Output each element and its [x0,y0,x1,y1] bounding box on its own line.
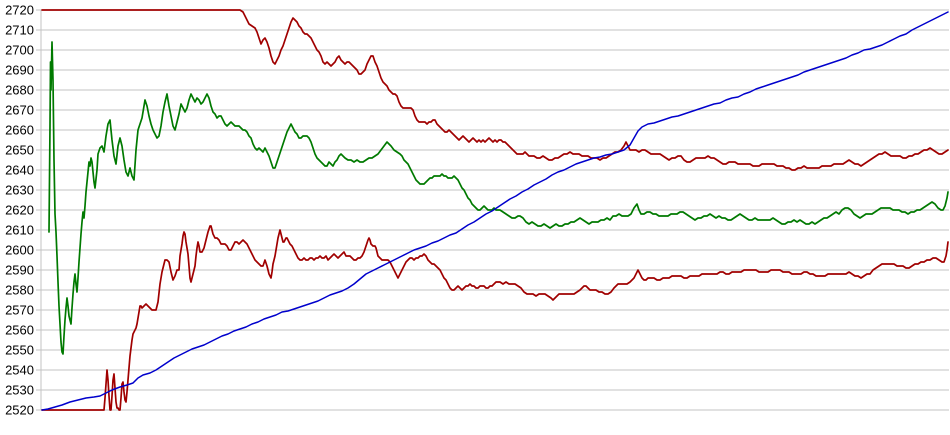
y-axis-label: 2550 [5,343,34,358]
series-upper-red-line [41,9,949,171]
y-axis-label: 2590 [5,263,34,278]
series-lower-red-line [41,225,949,411]
gridlines [41,9,949,411]
y-axis-label: 2700 [5,43,34,58]
y-axis-label: 2680 [5,83,34,98]
y-axis-label: 2720 [5,3,34,18]
y-axis-labels: 2720 2710 2700 2690 2680 2670 2660 2650 2640 2630… [5,3,34,418]
y-axis [36,9,42,411]
y-axis-label: 2630 [5,183,34,198]
y-axis-label: 2570 [5,303,34,318]
y-axis-label: 2610 [5,223,34,238]
y-axis-label: 2690 [5,63,34,78]
y-axis-label: 2660 [5,123,34,138]
y-axis-label: 2560 [5,323,34,338]
series-blue-line [41,11,949,411]
series-green-line [48,41,949,355]
y-axis-label: 2580 [5,283,34,298]
y-axis-label: 2520 [5,403,34,418]
data-series [41,9,949,411]
y-axis-label: 2620 [5,203,34,218]
y-axis-label: 2640 [5,163,34,178]
y-axis-label: 2540 [5,363,34,378]
y-axis-label: 2710 [5,23,34,38]
y-axis-label: 2600 [5,243,34,258]
y-axis-label: 2650 [5,143,34,158]
y-axis-label: 2670 [5,103,34,118]
y-axis-label: 2530 [5,383,34,398]
